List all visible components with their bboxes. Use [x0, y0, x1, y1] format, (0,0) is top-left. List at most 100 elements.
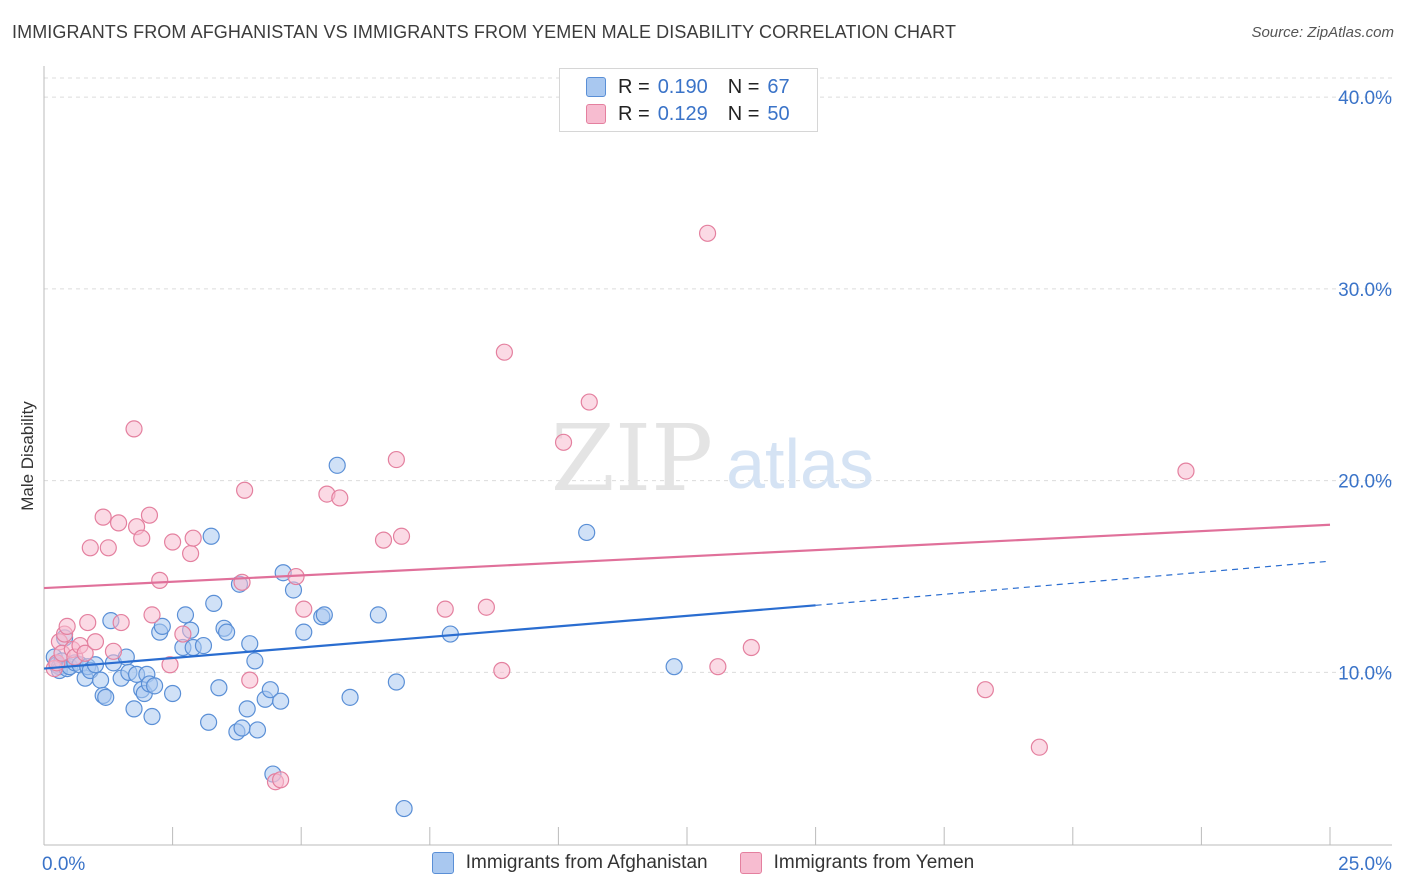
trend-lines: [43, 523, 1331, 670]
afghanistan-point: [395, 799, 413, 818]
yemen-point: [104, 642, 123, 660]
legend-row-afghanistan: R = 0.190 N = 67: [586, 75, 790, 99]
yemen-point: [164, 533, 182, 551]
yemen-point: [109, 514, 128, 532]
legend-n-value: 67: [767, 75, 790, 98]
legend-n-label: N =: [727, 75, 760, 98]
afghanistan-point: [328, 456, 346, 474]
watermark-zip: ZIP: [551, 405, 713, 512]
yemen-point: [174, 625, 192, 643]
afghanistan-point: [341, 688, 359, 706]
yemen-point: [331, 489, 349, 507]
watermark-atlas: atlas: [726, 425, 874, 503]
afghanistan-point: [218, 623, 236, 641]
yemen-point: [233, 573, 251, 591]
yemen-point: [387, 450, 405, 469]
afghanistan-point: [248, 721, 267, 739]
y-tick-label: 20.0%: [1338, 472, 1392, 493]
yemen-point: [86, 633, 105, 651]
yemen-trend-line: [43, 523, 1331, 590]
yemen-point: [709, 658, 727, 676]
afghanistan-point: [272, 692, 290, 710]
axes: [43, 66, 1392, 846]
yemen-point: [161, 656, 179, 674]
yemen-point: [125, 420, 143, 438]
legend-n-value: 50: [767, 102, 790, 125]
afghanistan-point: [210, 679, 228, 697]
afghanistan-trend-extension: [815, 560, 1331, 606]
yemen-point: [698, 224, 717, 242]
x-tick-label: 25.0%: [1338, 854, 1392, 875]
legend-item-yemen: Immigrants from Yemen: [739, 852, 975, 874]
yemen-point: [133, 529, 151, 547]
yemen-point: [1177, 462, 1195, 480]
y-tick-label: 10.0%: [1338, 663, 1392, 684]
yemen-point: [79, 613, 97, 632]
yemen-point: [94, 508, 112, 526]
afghanistan-point: [315, 606, 333, 624]
correlation-legend: R = 0.190 N = 67 R = 0.129 N = 50: [559, 68, 818, 132]
legend-item-afghanistan: Immigrants from Afghanistan: [431, 852, 708, 874]
yemen-point: [143, 606, 161, 624]
afghanistan-swatch: [586, 77, 606, 97]
yemen-point: [493, 661, 511, 680]
afghanistan-point: [143, 707, 161, 726]
yemen-point: [184, 529, 202, 547]
afghanistan-point: [238, 700, 256, 718]
yemen-point: [1030, 738, 1048, 756]
afghanistan-point: [261, 681, 279, 699]
series-legend: Immigrants from Afghanistan Immigrants f…: [0, 852, 1406, 874]
yemen-point: [742, 638, 760, 657]
afghanistan-point: [202, 527, 220, 545]
yemen-point: [374, 531, 393, 549]
x-tick-label: 0.0%: [42, 854, 85, 875]
chart-title: IMMIGRANTS FROM AFGHANISTAN VS IMMIGRANT…: [12, 22, 957, 42]
yemen-point: [236, 481, 254, 499]
yemen-point: [99, 539, 117, 557]
afghanistan-point: [91, 671, 110, 689]
tick-labels: 10.0% 20.0% 30.0% 40.0% 0.0% 25.0%: [42, 88, 1392, 875]
y-axis-label: Male Disability: [18, 401, 37, 511]
afghanistan-point: [164, 684, 182, 703]
yemen-swatch: [586, 104, 606, 124]
afghanistan-point: [241, 635, 259, 653]
afghanistan-swatch: [431, 852, 454, 874]
afghanistan-point: [246, 652, 264, 670]
yemen-point: [554, 433, 573, 451]
y-tick-label: 30.0%: [1338, 280, 1392, 301]
watermark: ZIP atlas: [551, 405, 874, 512]
afghanistan-point: [387, 673, 405, 691]
source-label: Source: ZipAtlas.com: [1251, 24, 1394, 41]
legend-n-label: N =: [727, 102, 760, 125]
yemen-point: [112, 613, 130, 632]
yemen-point: [436, 600, 454, 618]
legend-row-yemen: R = 0.129 N = 50: [586, 102, 790, 126]
afghanistan-point: [153, 617, 171, 636]
yemen-point: [58, 617, 76, 636]
legend-label-afghanistan: Immigrants from Afghanistan: [465, 852, 708, 873]
yemen-point: [272, 771, 290, 789]
yemen-point: [392, 527, 411, 545]
yemen-point: [151, 571, 169, 589]
legend-r-label: R =: [618, 102, 650, 125]
afghanistan-point: [145, 677, 164, 695]
afghanistan-point: [578, 523, 596, 542]
afghanistan-trend-line: [43, 604, 816, 670]
yemen-point: [976, 681, 994, 699]
afghanistan-point: [295, 623, 313, 641]
yemen-point: [182, 544, 200, 563]
legend-r-value: 0.129: [657, 102, 708, 125]
legend-r-value: 0.190: [657, 75, 708, 98]
afghanistan-point: [200, 713, 218, 731]
legend-label-yemen: Immigrants from Yemen: [773, 852, 975, 873]
afghanistan-point: [233, 719, 251, 737]
y-tick-label: 40.0%: [1338, 88, 1392, 109]
afghanistan-point: [194, 636, 213, 655]
yemen-point: [580, 393, 598, 411]
afghanistan-point: [205, 594, 223, 612]
afghanistan-point: [176, 606, 195, 624]
afghanistan-point: [369, 606, 387, 624]
yemen-point: [495, 343, 513, 361]
afghanistan-point: [97, 688, 115, 706]
